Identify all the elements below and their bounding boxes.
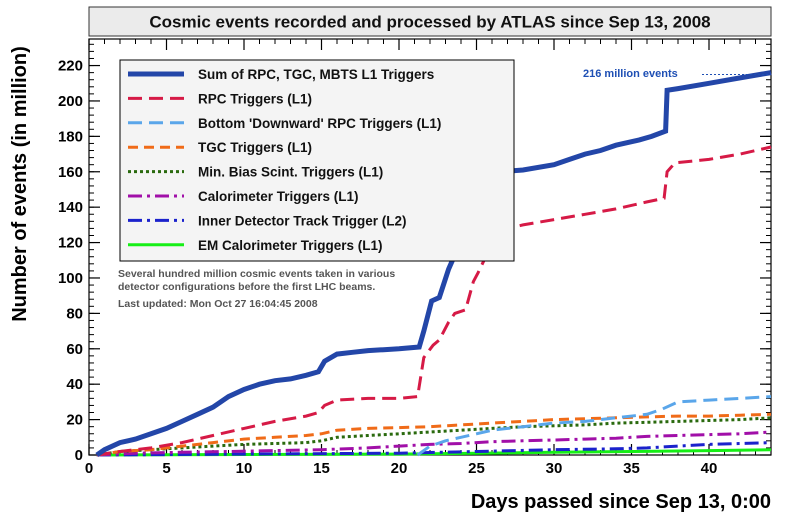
legend-label-1: RPC Triggers (L1): [198, 91, 312, 106]
y-tick-label: 40: [66, 376, 83, 393]
y-tick-label: 20: [66, 412, 83, 429]
series-line-5: [96, 430, 772, 457]
x-tick-label: 10: [236, 460, 253, 477]
series-line-0: [95, 70, 772, 458]
legend-box: [119, 59, 515, 262]
series-line-4: [96, 416, 772, 457]
series-lines: [95, 70, 772, 458]
legend-label-3: TGC Triggers (L1): [198, 140, 312, 155]
note-line-2: detector configurations before the first…: [118, 281, 375, 293]
title-box: Cosmic events recorded and processed by …: [88, 6, 772, 37]
y-tick-label: 80: [66, 305, 83, 322]
x-tick-label: 5: [162, 460, 170, 477]
y-tick-label: 60: [66, 341, 83, 358]
x-tick-label: 40: [701, 460, 718, 477]
y-tick-label: 120: [58, 235, 83, 252]
y-tick-label: 100: [58, 270, 83, 287]
y-tick-label: 200: [58, 93, 83, 110]
legend-label-5: Calorimeter Triggers (L1): [198, 189, 359, 204]
x-axis-title: Days passed since Sep 13, 0:00: [471, 491, 771, 513]
legend-label-7: EM Calorimeter Triggers (L1): [198, 238, 383, 253]
legend-label-6: Inner Detector Track Trigger (L2): [198, 213, 407, 228]
note-line-1: Several hundred million cosmic events ta…: [118, 268, 395, 280]
notes: Several hundred million cosmic events ta…: [118, 268, 395, 310]
legend: Sum of RPC, TGC, MBTS L1 Triggers RPC Tri…: [119, 59, 515, 262]
legend-label-2: Bottom 'Downward' RPC Triggers (L1): [198, 116, 441, 131]
legend-label-4: Min. Bias Scint. Triggers (L1): [198, 165, 383, 180]
y-tick-label: 140: [58, 199, 83, 216]
y-tick-label: 180: [58, 128, 83, 145]
y-tick-label: 0: [75, 447, 83, 464]
y-tick-label: 160: [58, 164, 83, 181]
y-axis-title: Number of events (in million): [9, 46, 31, 322]
x-tick-label: 35: [623, 460, 640, 477]
x-tick-label: 25: [468, 460, 485, 477]
chart-title: Cosmic events recorded and processed by …: [149, 13, 710, 32]
series-line-2: [416, 395, 772, 457]
x-tick-label: 0: [85, 460, 93, 477]
series-line-1: [96, 145, 772, 457]
annotation-text: 216 million events: [583, 68, 678, 80]
title-box-bg: [88, 6, 772, 37]
axes: 0 5 10 15 20 25 30 35 40 0 20 40 60 80 100 120 140 160 180…: [58, 39, 772, 477]
x-tick-label: 30: [546, 460, 563, 477]
series-line-6: [96, 441, 772, 457]
annotation: 216 million events: [583, 68, 770, 80]
x-tick-label: 15: [313, 460, 330, 477]
legend-label-0: Sum of RPC, TGC, MBTS L1 Triggers: [198, 67, 434, 82]
note-updated: Last updated: Mon Oct 27 16:04:45 2008: [118, 298, 318, 310]
x-tick-label: 20: [391, 460, 408, 477]
y-tick-label: 220: [58, 58, 83, 75]
